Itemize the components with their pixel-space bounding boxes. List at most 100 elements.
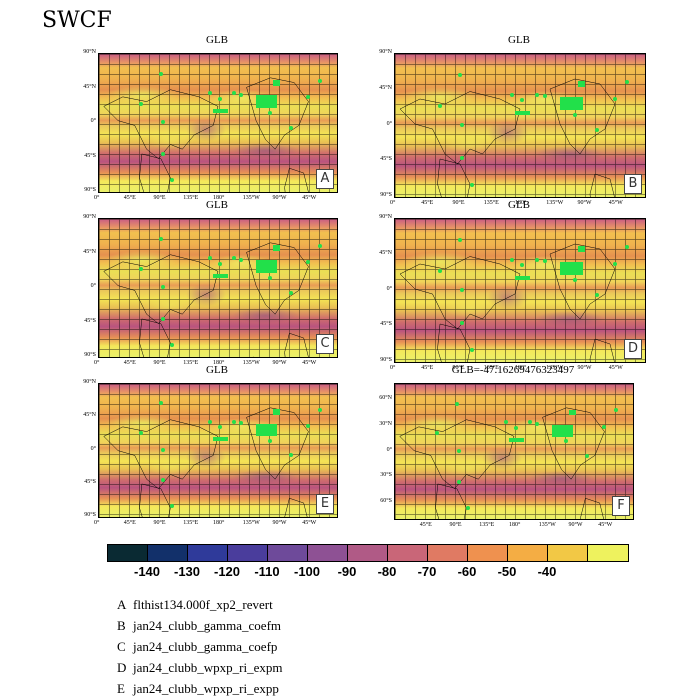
significance-dot	[160, 316, 165, 321]
map-panel-a: GLB A 90°N 45°N 0° 45°S 90°S 0° 45°E 90°E 135°E 180…	[68, 34, 346, 201]
significance-dot	[542, 94, 547, 99]
legend-key: E	[117, 681, 125, 696]
longitude-tick-label: 90°E	[153, 195, 166, 201]
significance-dot	[160, 447, 165, 452]
legend-key: A	[117, 597, 127, 612]
significance-patch	[213, 274, 228, 279]
colorbar-swatch	[508, 545, 548, 561]
colorbar-swatch	[548, 545, 588, 561]
significance-dot	[267, 275, 272, 280]
significance-patch	[515, 111, 530, 116]
panel-title: GLB	[508, 34, 530, 46]
longitude-tick-label: 0°	[390, 200, 396, 206]
latitude-tick-label: 90°N	[83, 49, 96, 55]
colorbar-tick-label: -130	[173, 564, 201, 579]
significance-dot	[456, 448, 461, 453]
longitude-tick-label: 135°E	[183, 520, 199, 526]
latitude-tick-label: 60°S	[380, 497, 392, 504]
colorbar-tick-label: -100	[293, 564, 321, 579]
swcf-map: C	[98, 218, 338, 358]
colorbar-swatch	[308, 545, 348, 561]
significance-dot	[504, 420, 509, 425]
significance-patch	[213, 109, 228, 114]
panel-letter-label: C	[316, 334, 334, 354]
significance-patch	[560, 261, 583, 275]
significance-dot	[208, 91, 213, 96]
legend-key: D	[117, 660, 127, 675]
significance-dot	[239, 257, 244, 262]
significance-dot	[457, 237, 462, 242]
significance-patch	[560, 96, 583, 110]
longitude-tick-label: 90°W	[577, 365, 592, 371]
significance-dot	[232, 419, 237, 424]
significance-dot	[306, 260, 311, 265]
longitude-tick-label: 45°E	[421, 200, 434, 206]
colorbar-tick-label: -140	[133, 564, 161, 579]
significance-dot	[160, 285, 165, 290]
significance-dot	[612, 261, 617, 266]
panel-letter-label: F	[612, 496, 630, 516]
significance-patch	[552, 424, 574, 437]
longitude-tick-label: 90°E	[452, 365, 465, 371]
longitude-tick-label: 90°W	[577, 200, 592, 206]
significance-dot	[239, 421, 244, 426]
latitude-tick-label: 45°N	[379, 249, 392, 256]
longitude-tick-label: 0°	[94, 360, 100, 366]
map-panel-e: GLB E 90°N 45°N 0° 45°S 90°S 0° 45°E 90°E 135°E 180…	[68, 364, 346, 526]
longitude-tick-label: 90°E	[452, 200, 465, 206]
colorbar-tick-label: -120	[213, 564, 241, 579]
significance-dot	[520, 263, 524, 268]
latitude-tick-label: 90°N	[379, 214, 392, 220]
legend-experiment-name: jan24_clubb_wpxp_ri_expp	[133, 681, 279, 696]
legend-experiment-name: jan24_clubb_gamma_coefm	[133, 618, 282, 633]
significance-dot	[470, 182, 474, 187]
latitude-tick-label: 45°N	[379, 84, 392, 91]
longitude-tick-label: 90°W	[272, 520, 287, 526]
significance-patch	[256, 423, 278, 436]
significance-dot	[460, 287, 464, 292]
significance-patch	[256, 95, 278, 108]
longitude-tick-label: 90°E	[449, 522, 462, 528]
latitude-tick-label: 90°S	[84, 512, 96, 518]
significance-dot	[435, 431, 440, 436]
legend-key: B	[117, 618, 126, 633]
significance-dot	[218, 96, 222, 101]
longitude-tick-label: 180°	[213, 195, 225, 201]
significance-dot	[437, 269, 442, 274]
latitude-tick-label: 0°	[386, 120, 392, 127]
longitude-tick-label: 180°	[213, 520, 225, 526]
longitude-tick-label: 45°W	[598, 522, 613, 528]
significance-dot	[612, 96, 617, 101]
panel-title: GLB	[206, 364, 228, 376]
legend-experiment-name: flthist134.000f_xp2_revert	[133, 597, 273, 612]
significance-dot	[267, 438, 272, 443]
significance-dot	[267, 110, 272, 115]
legend-key: C	[117, 639, 126, 654]
longitude-tick-label: 180°	[515, 365, 527, 371]
significance-dot	[208, 256, 213, 261]
longitude-tick-label: 45°E	[123, 195, 136, 201]
longitude-tick-label: 45°E	[419, 522, 432, 528]
panel-letter-label: A	[316, 169, 334, 189]
significance-dot	[306, 423, 311, 428]
significance-dot	[170, 503, 175, 508]
swcf-map: F	[394, 383, 634, 520]
latitude-tick-label: 30°S	[380, 472, 392, 479]
colorbar-swatch	[228, 545, 268, 561]
latitude-tick-label: 45°N	[83, 83, 96, 90]
significance-patch	[577, 81, 585, 87]
legend-experiment-name: jan24_clubb_wpxp_ri_expm	[133, 660, 283, 675]
latitude-tick-label: 90°S	[84, 187, 96, 193]
significance-dot	[437, 104, 442, 109]
significance-dot	[160, 120, 165, 125]
latitude-tick-label: 45°N	[83, 248, 96, 255]
significance-dot	[158, 71, 163, 76]
longitude-tick-label: 180°	[509, 522, 521, 528]
longitude-tick-label: 135°E	[183, 195, 199, 201]
longitude-tick-label: 45°E	[123, 360, 136, 366]
panel-letter-label: D	[624, 339, 642, 359]
